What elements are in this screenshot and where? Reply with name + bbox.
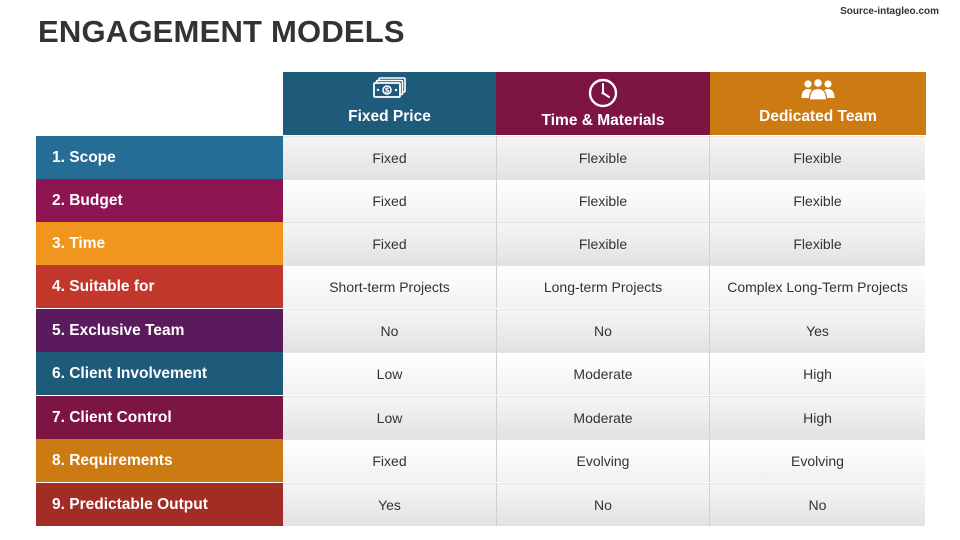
table-cell: Flexible — [710, 222, 925, 265]
table-cell: Short-term Projects — [283, 265, 496, 308]
row-label-exclusive-team: 5. Exclusive Team — [36, 309, 302, 352]
source-credit: Source-intagleo.com — [840, 6, 939, 17]
table-cell: Long-term Projects — [496, 265, 710, 308]
column-header-dedicated-team: Dedicated Team — [710, 72, 926, 135]
table-cell: Fixed — [283, 136, 496, 179]
table-cell: Yes — [710, 309, 925, 352]
column-header-label: Dedicated Team — [759, 108, 877, 125]
table-row-predictable-output: 9. Predictable Output Yes No No — [36, 483, 926, 526]
row-label-requirements: 8. Requirements — [36, 439, 302, 482]
table-cell: Fixed — [283, 439, 496, 482]
table-cell: High — [710, 396, 925, 439]
table-cell: Low — [283, 396, 496, 439]
table-cell: Yes — [283, 483, 496, 526]
money-icon: $ — [283, 77, 496, 99]
table-row-suitable-for: 4. Suitable for Short-term Projects Long… — [36, 265, 926, 308]
column-header-label: Fixed Price — [348, 108, 431, 125]
table-cell: Fixed — [283, 179, 496, 222]
row-label-text: 2. Budget — [52, 192, 123, 209]
table-cell: No — [710, 483, 925, 526]
table-cell: Flexible — [710, 179, 925, 222]
table-row-client-involvement: 6. Client Involvement Low Moderate High — [36, 352, 926, 395]
table-row-exclusive-team: 5. Exclusive Team No No Yes — [36, 309, 926, 352]
table-cell: Fixed — [283, 222, 496, 265]
table-cell: High — [710, 352, 925, 395]
team-icon — [710, 77, 926, 101]
row-label-text: 5. Exclusive Team — [52, 322, 185, 339]
table-cell: No — [283, 309, 496, 352]
row-label-text: 9. Predictable Output — [52, 496, 208, 513]
row-label-text: 4. Suitable for — [52, 278, 155, 295]
table-row-client-control: 7. Client Control Low Moderate High — [36, 396, 926, 439]
row-label-text: 8. Requirements — [52, 452, 173, 469]
page-title: ENGAGEMENT MODELS — [38, 14, 405, 49]
row-label-client-control: 7. Client Control — [36, 396, 302, 439]
svg-text:$: $ — [384, 87, 389, 95]
row-label-scope: 1. Scope — [36, 136, 302, 179]
column-header-time-materials: Time & Materials — [496, 72, 710, 135]
table-row-budget: 2. Budget Fixed Flexible Flexible — [36, 179, 926, 222]
table-cell: Flexible — [496, 222, 710, 265]
column-header-label: Time & Materials — [541, 112, 665, 129]
row-label-client-involvement: 6. Client Involvement — [36, 352, 302, 395]
row-label-suitable-for: 4. Suitable for — [36, 265, 302, 308]
table-cell: No — [496, 309, 710, 352]
row-label-predictable-output: 9. Predictable Output — [36, 483, 302, 526]
table-cell: No — [496, 483, 710, 526]
table-cell: Flexible — [710, 136, 925, 179]
table-cell: Flexible — [496, 136, 710, 179]
table-cell: Moderate — [496, 396, 710, 439]
clock-icon — [496, 77, 710, 109]
column-header-fixed-price: $ Fixed Price — [283, 72, 496, 135]
row-label-text: 7. Client Control — [52, 409, 172, 426]
table-cell: Evolving — [496, 439, 710, 482]
table-cell: Low — [283, 352, 496, 395]
row-label-budget: 2. Budget — [36, 179, 302, 222]
row-label-text: 1. Scope — [52, 149, 116, 166]
table-row-time: 3. Time Fixed Flexible Flexible — [36, 222, 926, 265]
table-cell: Moderate — [496, 352, 710, 395]
table-cell: Flexible — [496, 179, 710, 222]
row-label-time: 3. Time — [36, 222, 302, 265]
table-cell: Evolving — [710, 439, 925, 482]
table-row-requirements: 8. Requirements Fixed Evolving Evolving — [36, 439, 926, 482]
row-label-text: 3. Time — [52, 235, 106, 252]
row-label-text: 6. Client Involvement — [52, 365, 208, 382]
table-row-scope: 1. Scope Fixed Flexible Flexible — [36, 136, 926, 179]
table-cell: Complex Long-Term Projects — [710, 265, 925, 308]
